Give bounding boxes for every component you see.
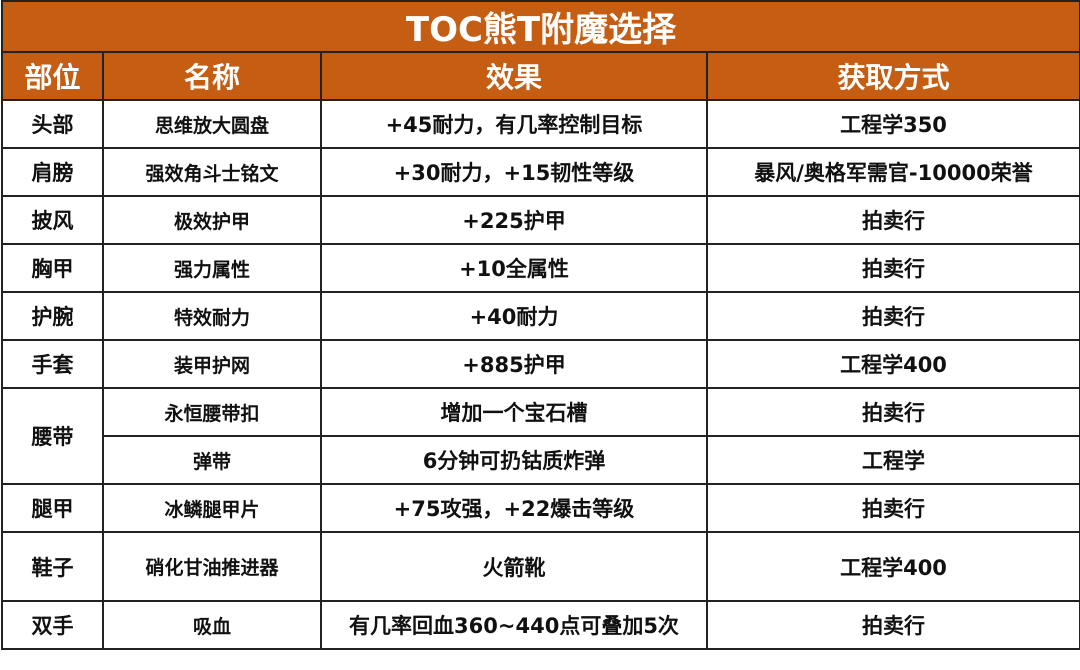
source-cell: 工程学 [706, 435, 1080, 485]
slot-cell: 鞋子 [1, 531, 104, 602]
source-cell: 拍卖行 [706, 387, 1080, 437]
slot-cell: 手套 [1, 339, 104, 389]
effect-cell: +10全属性 [320, 243, 708, 293]
effect-cell: 有几率回血360~440点可叠加5次 [320, 600, 708, 650]
effect-cell: +30耐力，+15韧性等级 [320, 147, 708, 197]
table-row: 弹带 6分钟可扔钴质炸弹 工程学 [2, 435, 1080, 485]
table-row: 头部 思维放大圆盘 +45耐力，有几率控制目标 工程学350 [1, 99, 1080, 149]
effect-cell: +225护甲 [320, 195, 708, 245]
table-row: 披风 极效护甲 +225护甲 拍卖行 [1, 195, 1080, 245]
header-effect: 效果 [320, 51, 708, 101]
name-cell: 思维放大圆盘 [102, 99, 322, 149]
slot-cell: 披风 [1, 195, 104, 245]
name-cell: 弹带 [102, 435, 322, 485]
name-cell: 装甲护网 [102, 339, 322, 389]
header-source: 获取方式 [706, 51, 1080, 101]
table-row: 胸甲 强力属性 +10全属性 拍卖行 [1, 243, 1080, 293]
slot-cell: 胸甲 [1, 243, 104, 293]
effect-cell: 火箭靴 [320, 531, 708, 602]
name-cell: 冰鳞腿甲片 [102, 483, 322, 533]
effect-cell: 6分钟可扔钴质炸弹 [320, 435, 708, 485]
table-row: 护腕 特效耐力 +40耐力 拍卖行 [1, 291, 1080, 341]
table-row: 肩膀 强效角斗士铭文 +30耐力，+15韧性等级 暴风/奥格军需官-10000荣誉 [1, 147, 1080, 197]
name-cell: 硝化甘油推进器 [102, 531, 322, 602]
name-cell: 极效护甲 [102, 195, 322, 245]
slot-cell: 双手 [1, 600, 104, 650]
effect-cell: 增加一个宝石槽 [320, 387, 708, 437]
slot-cell: 腰带 [1, 387, 104, 485]
effect-cell: +885护甲 [320, 339, 708, 389]
source-cell: 工程学400 [706, 339, 1080, 389]
table-title: TOC熊T附魔选择 [1, 0, 1080, 53]
source-cell: 拍卖行 [706, 243, 1080, 293]
slot-cell: 护腕 [1, 291, 104, 341]
table-row: 双手 吸血 有几率回血360~440点可叠加5次 拍卖行 [1, 600, 1080, 650]
source-cell: 工程学400 [706, 531, 1080, 602]
effect-cell: +45耐力，有几率控制目标 [320, 99, 708, 149]
slot-cell: 头部 [1, 99, 104, 149]
source-cell: 拍卖行 [706, 291, 1080, 341]
table-row: 手套 装甲护网 +885护甲 工程学400 [1, 339, 1080, 389]
slot-cell: 腿甲 [1, 483, 104, 533]
table-row: 鞋子 硝化甘油推进器 火箭靴 工程学400 [1, 531, 1080, 602]
source-cell: 拍卖行 [706, 483, 1080, 533]
header-slot: 部位 [1, 51, 104, 101]
effect-cell: +40耐力 [320, 291, 708, 341]
source-cell: 暴风/奥格军需官-10000荣誉 [706, 147, 1080, 197]
source-cell: 拍卖行 [706, 195, 1080, 245]
table-row: 腿甲 冰鳞腿甲片 +75攻强，+22爆击等级 拍卖行 [1, 483, 1080, 533]
slot-cell: 肩膀 [1, 147, 104, 197]
source-cell: 工程学350 [706, 99, 1080, 149]
table-row: 腰带 永恒腰带扣 增加一个宝石槽 拍卖行 [1, 387, 1080, 485]
effect-cell: +75攻强，+22爆击等级 [320, 483, 708, 533]
name-cell: 特效耐力 [102, 291, 322, 341]
name-cell: 强力属性 [102, 243, 322, 293]
enchant-table: TOC熊T附魔选择 部位 名称 效果 获取方式 头部 思维放大圆盘 +45耐力，有几… [1, 0, 1080, 650]
name-cell: 永恒腰带扣 [102, 387, 322, 437]
source-cell: 拍卖行 [706, 600, 1080, 650]
name-cell: 强效角斗士铭文 [102, 147, 322, 197]
header-name: 名称 [102, 51, 322, 101]
name-cell: 吸血 [102, 600, 322, 650]
